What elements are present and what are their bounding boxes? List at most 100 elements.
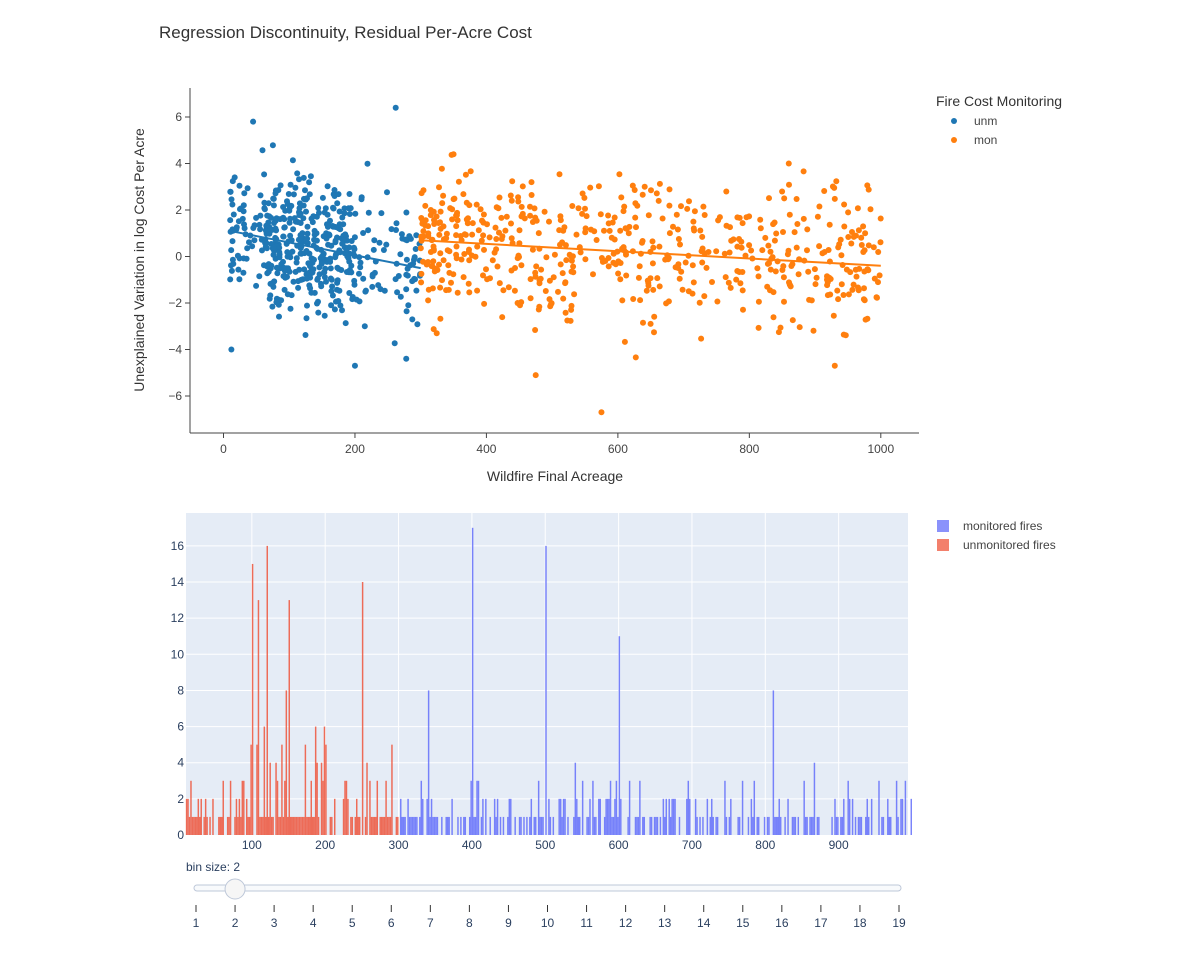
- scatter-point-mon: [840, 292, 847, 298]
- scatter-chart[interactable]: 0 200 400 600 800 1000 6 4 2 0 −2 −4 −6 Wildfire Fina…: [0, 0, 1193, 500]
- scatter-point-mon: [701, 293, 708, 300]
- histogram-bar: [191, 816, 194, 835]
- scatter-point-unm: [250, 118, 257, 125]
- scatter-point-mon: [690, 218, 697, 225]
- scatter-point-mon: [762, 234, 769, 241]
- scatter-point-unm: [336, 287, 343, 294]
- scatter-point-unm: [319, 194, 326, 201]
- histogram-bar: [843, 798, 845, 835]
- bin-size-slider[interactable]: 1 2 3 4 5 6 7 8 9 10 11 12 13 14 15 16 17 18 19: [0, 870, 1193, 940]
- scatter-point-mon: [691, 208, 698, 215]
- scatter-point-unm: [330, 205, 337, 212]
- hist-x-tick-label: 700: [682, 838, 702, 852]
- scatter-point-unm: [227, 276, 234, 283]
- scatter-point-unm: [267, 227, 274, 234]
- hist-y-tick-label: 14: [171, 575, 185, 589]
- legend-label-unm[interactable]: unm: [974, 114, 997, 128]
- histogram-bar: [420, 780, 423, 835]
- scatter-point-mon: [781, 298, 787, 305]
- histogram-bar: [260, 816, 263, 835]
- scatter-point-mon: [632, 214, 639, 221]
- scatter-point-unm: [328, 242, 335, 249]
- scatter-point-mon: [833, 178, 840, 185]
- scatter-point-mon: [748, 247, 755, 254]
- scatter-point-mon: [617, 227, 624, 234]
- scatter-point-unm: [337, 226, 344, 233]
- scatter-point-mon: [532, 269, 539, 276]
- scatter-point-unm: [369, 283, 376, 290]
- scatter-point-mon: [874, 294, 880, 301]
- slider-handle[interactable]: [224, 878, 246, 900]
- scatter-point-mon: [466, 289, 473, 296]
- histogram-bar: [380, 816, 383, 835]
- scatter-point-mon: [518, 203, 525, 210]
- scatter-point-mon: [418, 279, 425, 286]
- scatter-point-unm: [334, 234, 340, 241]
- histogram-bar: [778, 798, 780, 835]
- scatter-point-unm: [290, 278, 297, 285]
- scatter-point-unm: [270, 195, 277, 202]
- scatter-point-mon: [605, 212, 612, 219]
- scatter-point-mon: [742, 252, 749, 259]
- scatter-point-unm: [272, 187, 279, 194]
- histogram-legend[interactable]: monitored fires unmonitored fires: [937, 519, 1056, 552]
- scatter-point-mon: [615, 270, 622, 277]
- legend-marker-mon[interactable]: [951, 137, 957, 143]
- scatter-point-mon: [641, 183, 648, 190]
- legend-label-mon[interactable]: mon: [974, 133, 997, 147]
- scatter-legend[interactable]: Fire Cost Monitoring unm mon: [936, 93, 1062, 147]
- scatter-point-unm: [261, 199, 268, 206]
- scatter-point-mon: [636, 263, 643, 270]
- histogram-bar: [256, 744, 258, 835]
- histogram-bar: [797, 816, 800, 835]
- histogram-bar: [317, 816, 320, 835]
- scatter-point-mon: [864, 182, 871, 189]
- scatter-point-mon: [777, 324, 784, 331]
- histogram-bar: [347, 798, 349, 835]
- histogram-chart[interactable]: 100 200 300 400 500 600 700 800 900 0 2 4 6 8 10 12 14 16…: [0, 500, 1193, 860]
- scatter-point-unm: [272, 225, 279, 232]
- histogram-bar: [593, 816, 596, 835]
- legend-label-monitored-fires[interactable]: monitored fires: [963, 519, 1042, 533]
- slider-rail[interactable]: [193, 884, 902, 892]
- legend-label-unmonitored-fires[interactable]: unmonitored fires: [963, 538, 1056, 552]
- scatter-point-unm: [235, 218, 242, 225]
- histogram-bar: [558, 798, 560, 835]
- scatter-point-mon: [848, 240, 855, 247]
- histogram-bar: [272, 816, 274, 835]
- histogram-bar: [190, 780, 192, 835]
- scatter-point-unm: [302, 196, 309, 203]
- scatter-point-mon: [666, 202, 673, 209]
- scatter-point-mon: [754, 265, 761, 272]
- scatter-point-mon: [418, 215, 425, 221]
- hist-y-tick-label: 12: [171, 611, 185, 625]
- scatter-point-mon: [875, 279, 881, 286]
- scatter-point-unm: [413, 232, 420, 239]
- scatter-point-mon: [867, 206, 874, 213]
- scatter-point-mon: [496, 229, 502, 236]
- histogram-bar: [867, 816, 870, 835]
- scatter-point-mon: [876, 272, 883, 279]
- histogram-bar: [389, 816, 392, 835]
- histogram-bar: [307, 816, 310, 835]
- histogram-bar: [430, 798, 433, 835]
- scatter-point-mon: [625, 230, 632, 237]
- histogram-bar: [281, 744, 283, 835]
- histogram-bar: [636, 816, 638, 835]
- histogram-bar: [537, 780, 540, 835]
- scatter-point-mon: [575, 205, 582, 212]
- scatter-point-unm: [327, 275, 334, 282]
- scatter-point-mon: [462, 171, 469, 178]
- histogram-bar: [243, 780, 245, 835]
- legend-swatch-unmonitored-fires[interactable]: [937, 539, 949, 551]
- legend-swatch-monitored-fires[interactable]: [937, 520, 949, 532]
- histogram-bar: [263, 726, 266, 835]
- histogram-bar: [267, 816, 270, 835]
- scatter-point-unm: [273, 264, 280, 271]
- scatter-point-unm: [324, 211, 331, 218]
- scatter-point-mon: [794, 221, 801, 227]
- legend-marker-unm[interactable]: [951, 118, 957, 124]
- scatter-point-unm: [365, 227, 372, 234]
- slider-tick-label: 5: [349, 916, 356, 930]
- histogram-bar: [750, 798, 753, 835]
